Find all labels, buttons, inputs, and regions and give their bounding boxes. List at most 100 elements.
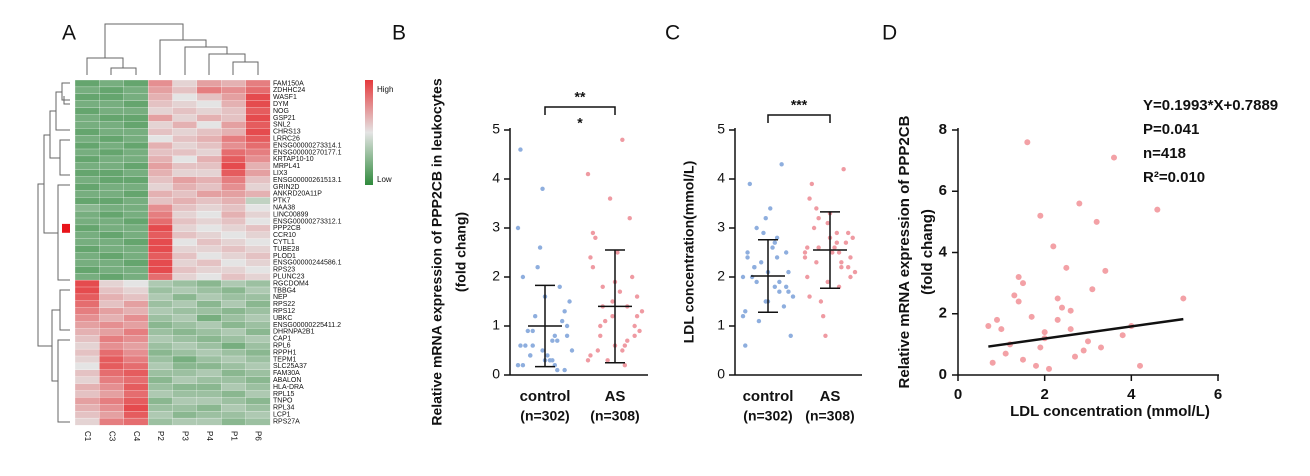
heat-cell [99,383,125,391]
heat-cell [172,252,198,260]
significance-mark: ** [575,89,586,105]
heat-cell [196,114,222,122]
dot [772,240,778,245]
heat-cell [196,321,222,329]
heat-cell [123,86,149,95]
y-tick-label: 8 [939,121,947,138]
dot [774,255,780,260]
heat-cell [74,100,100,109]
heat-cell [123,390,149,398]
heat-cell [245,238,271,247]
dot [600,284,605,289]
heat-cell [221,397,247,405]
point [1085,338,1091,345]
point [1041,329,1048,336]
heat-cell [99,252,125,260]
dot [622,343,628,348]
dot [518,343,523,348]
dot [823,333,828,338]
heat-cell [196,107,222,115]
heat-cell [221,238,247,247]
gene-label: LCP1 [273,411,291,418]
heat-cell [147,390,173,398]
heat-cell [196,135,222,143]
heat-cell [74,342,100,350]
heat-cell [123,100,149,109]
heat-cell [147,86,173,95]
heat-cell [123,266,149,274]
heat-cell [245,286,271,295]
heat-cell [74,238,100,247]
heat-cell [196,183,222,191]
dot [743,343,748,348]
heat-cell [172,93,198,102]
heat-cell [196,273,222,281]
y-tick-label: 5 [717,121,725,137]
point [1046,365,1052,372]
dot [763,216,768,221]
heat-cell [172,114,198,122]
heat-cell [74,411,100,419]
panel-letter: D [882,22,897,45]
y-tick-label: 1 [717,317,725,333]
heat-cell [172,238,198,247]
heat-cell [221,390,247,398]
dot [752,265,757,270]
heat-cell [196,307,222,316]
heat-cell [221,307,247,316]
heat-cell [74,79,100,88]
heat-cell [221,328,247,336]
gene-label: FAM30A [273,370,300,377]
heat-cell [196,148,222,157]
heat-cell [147,176,173,184]
heat-cell [221,355,247,364]
heat-cell [172,141,198,150]
heat-cell [123,231,149,240]
dot [848,274,853,280]
heat-cell [99,190,125,198]
dot [588,255,593,260]
heat-cell [74,141,100,150]
gene-label: GSP21 [273,115,296,122]
heat-cell [74,197,100,205]
panel-letter: C [665,22,680,45]
x-tick-label: 6 [1214,386,1222,403]
heat-cell [99,404,125,412]
heat-cell [196,224,222,233]
heat-cell [99,286,125,295]
heat-cell [172,79,198,88]
heat-cell [172,383,198,391]
gene-label: ZDHHC24 [273,87,305,94]
dot [805,274,810,280]
dot [625,338,630,343]
point [1067,307,1074,314]
panel-letter: B [392,22,406,45]
heat-cell [74,293,100,302]
gene-label: DYM [273,101,289,108]
heat-cell [74,300,100,309]
heat-cell [99,155,125,164]
heat-cell [221,162,247,171]
n-label: (n=308) [590,408,639,424]
dot [617,289,623,294]
heat-cell [196,259,222,267]
heat-cell [123,245,149,253]
y-tick-label: 4 [492,170,500,186]
heat-cell [245,390,271,398]
heat-cell [74,321,100,329]
heat-cell [147,411,173,419]
heat-cell [245,411,271,419]
heat-cell [172,328,198,336]
gene-label: PPP2CB [273,225,301,232]
heat-cell [172,155,198,164]
heat-cell [74,362,100,371]
dot [768,206,773,211]
dot [747,181,753,187]
heat-cell [74,224,100,233]
dot [639,309,645,314]
heat-cell [245,169,271,178]
dot [754,225,759,231]
heat-cell [99,135,125,143]
x-tick-label: 0 [954,386,962,403]
